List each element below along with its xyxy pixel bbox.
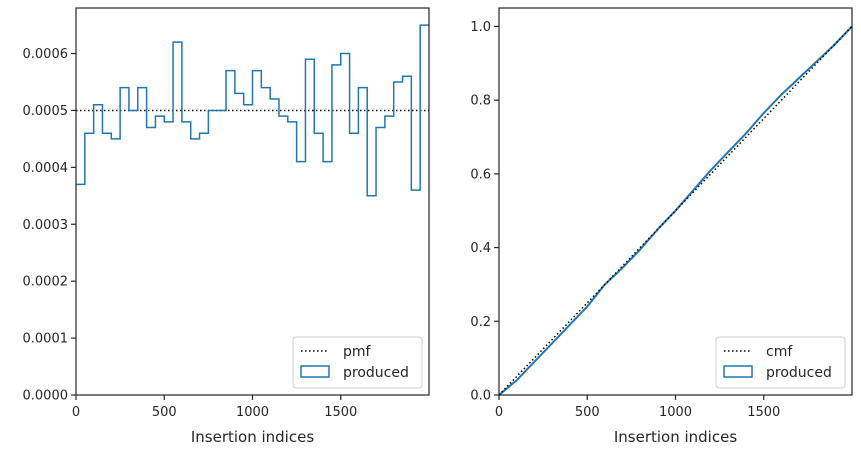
y-tick-label: 0.0 xyxy=(470,389,491,404)
y-tick-label: 0.0002 xyxy=(23,275,69,290)
y-tick-label: 0.0003 xyxy=(23,218,69,233)
x-tick-label: 1500 xyxy=(324,405,357,420)
y-tick-label: 0.0001 xyxy=(23,332,69,347)
y-tick-label: 0.6 xyxy=(470,167,491,182)
x-tick-label: 1000 xyxy=(236,405,269,420)
x-tick-label: 1500 xyxy=(747,405,780,420)
axes-frame-right xyxy=(498,7,853,396)
y-tick-label: 0.0005 xyxy=(23,104,69,119)
produced-cumulative-line xyxy=(498,25,853,396)
x-tick-label: 500 xyxy=(575,405,600,420)
y-tick-label: 0.0006 xyxy=(23,47,69,62)
legend-pmf-label: pmf xyxy=(343,344,372,360)
legend-produced-label: produced xyxy=(343,365,409,381)
x-axis-title-left: Insertion indices xyxy=(191,428,314,446)
legend-produced-label-right: produced xyxy=(766,365,832,381)
legend-produced-swatch xyxy=(300,365,330,378)
y-tick-label: 0.4 xyxy=(470,241,491,256)
x-tick-label: 0 xyxy=(495,405,503,420)
legend-frame-right xyxy=(715,336,846,389)
produced-histogram-steps xyxy=(76,24,429,197)
legend-produced-swatch-right xyxy=(723,365,753,378)
y-tick-label: 0.2 xyxy=(470,315,491,330)
legend-cmf-label: cmf xyxy=(766,344,793,360)
y-tick-label: 0.8 xyxy=(470,94,491,109)
plot-area-right xyxy=(499,8,852,395)
x-axis-right: 0 500 1000 1500 xyxy=(495,395,780,420)
pmf-histogram-chart: 0.0000 0.0001 0.0002 0.0003 0.0004 0.0005 0.00… xyxy=(23,7,430,446)
y-axis-left: 0.0000 0.0001 0.0002 0.0003 0.0004 0.0005 0.00… xyxy=(23,47,76,404)
cmf-reference-line xyxy=(498,25,853,396)
legend-left: pmf produced xyxy=(292,336,423,389)
legend-frame-left xyxy=(292,336,423,389)
y-axis-right: 0.0 0.2 0.4 0.6 0.8 1.0 xyxy=(470,20,499,404)
x-axis-left: 0 500 1000 1500 xyxy=(72,395,357,420)
x-axis-title-right: Insertion indices xyxy=(614,428,737,446)
cmf-chart: 0.0 0.2 0.4 0.6 0.8 1.0 0 500 1000 1500 Insertio… xyxy=(470,7,853,446)
axes-frame-left xyxy=(75,7,430,396)
y-tick-label: 0.0000 xyxy=(23,389,69,404)
x-tick-label: 1000 xyxy=(659,405,692,420)
x-tick-label: 0 xyxy=(72,405,80,420)
x-tick-label: 500 xyxy=(152,405,177,420)
y-tick-label: 1.0 xyxy=(470,20,491,35)
y-tick-label: 0.0004 xyxy=(23,161,69,176)
legend-right: cmf produced xyxy=(715,336,846,389)
